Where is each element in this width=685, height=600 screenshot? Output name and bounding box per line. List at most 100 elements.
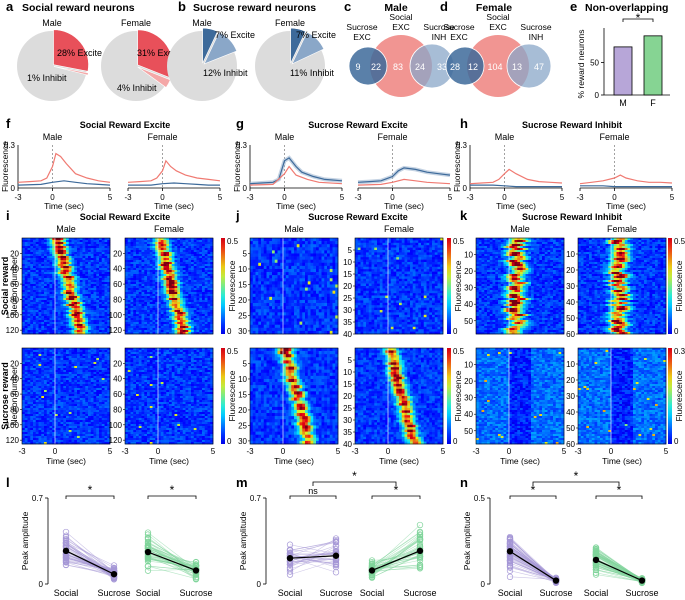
- panel_i-cell: [46, 436, 50, 439]
- panel_i-cell: [174, 320, 178, 323]
- panel_i-cell: [44, 282, 48, 285]
- panel_i-cell: [63, 410, 67, 413]
- panel_i-cell: [163, 284, 167, 287]
- panel_i-cell: [130, 266, 134, 269]
- panel_i-cell: [24, 284, 28, 287]
- panel_i-cell: [77, 312, 81, 315]
- panel_i-cell: [169, 294, 173, 297]
- panel_i-cell: [107, 278, 111, 281]
- panel_i-cell: [82, 238, 86, 241]
- panel_i-cell: [46, 386, 50, 389]
- panel_i-cell: [160, 304, 164, 307]
- panel_i-cell: [188, 268, 192, 271]
- panel_i-cell: [55, 420, 59, 423]
- panel_i-cell: [79, 412, 83, 415]
- panel_i-cell: [22, 260, 26, 263]
- panel_i-cell: [71, 392, 75, 395]
- panel_i-cell: [166, 240, 170, 243]
- panel_i-cell: [125, 348, 129, 351]
- panel_i-cell: [166, 286, 170, 289]
- panel_i-cell: [79, 382, 83, 385]
- panel_i-cell: [188, 278, 192, 281]
- panel_i-cell: [57, 284, 61, 287]
- panel_i-cell: [210, 354, 214, 357]
- panel_i-ytick-label: 20: [10, 249, 19, 258]
- panel_i-cell: [52, 286, 56, 289]
- panel_i-cell: [38, 292, 42, 295]
- panel_i-cell: [52, 362, 56, 365]
- panel_i-cell: [52, 372, 56, 375]
- panel_i-cell: [27, 356, 31, 359]
- panel_i-cell: [99, 240, 103, 243]
- panel_i-cell: [130, 240, 134, 243]
- panel_i-cell: [196, 262, 200, 265]
- panel_i-cell: [41, 258, 45, 261]
- panel_i-cell: [96, 418, 100, 421]
- panel_i-cell: [133, 274, 137, 277]
- e-xtick-label: M: [619, 98, 627, 108]
- panel_i-cell: [88, 360, 92, 363]
- panel_c-count-social_inh: 24: [415, 62, 425, 72]
- panel_i-cell: [127, 354, 131, 357]
- panel_i-cell: [49, 304, 53, 307]
- panel_i-cell: [199, 300, 203, 303]
- panel_i-cell: [35, 290, 39, 293]
- panel_i-cell: [96, 300, 100, 303]
- panel_i-cell: [79, 246, 83, 249]
- panel_i-cell: [74, 274, 78, 277]
- panel_i-cell: [202, 332, 206, 335]
- panel_i-cell: [22, 362, 26, 365]
- panel_i-cell: [152, 266, 156, 269]
- panel_i-cell: [88, 276, 92, 279]
- panel_i-cell: [57, 296, 61, 299]
- panel_i-cell: [99, 248, 103, 251]
- panel_i-cell: [22, 286, 26, 289]
- panel_i-cell: [207, 306, 211, 309]
- panel_i-cell: [24, 302, 28, 305]
- panel_i-cell: [188, 290, 192, 293]
- panel_i-cell: [107, 254, 111, 257]
- panel_i-cell: [38, 378, 42, 381]
- panel_i-cell: [52, 326, 56, 329]
- panel_i-cell: [30, 278, 34, 281]
- panel_i-cell: [63, 416, 67, 419]
- panel_i-cell: [79, 438, 83, 441]
- panel_i-ytick-label: 80: [10, 295, 19, 304]
- panel_i-cell: [141, 326, 145, 329]
- panel_i-cell: [138, 306, 142, 309]
- panel_i-cell: [99, 430, 103, 433]
- panel_i-cell: [133, 352, 137, 355]
- panel_i-cell: [35, 402, 39, 405]
- panel_i-cell: [30, 256, 34, 259]
- panel_i-cell: [93, 358, 97, 361]
- panel_i-cell: [90, 360, 94, 363]
- panel_i-cell: [38, 244, 42, 247]
- panel_i-cell: [104, 242, 108, 245]
- panel_i-cell: [52, 250, 56, 253]
- panel_i-cell: [101, 388, 105, 391]
- panel_i-cell: [169, 286, 173, 289]
- panel_i-cell: [191, 296, 195, 299]
- panel_i-cell: [41, 308, 45, 311]
- panel_i-cell: [71, 250, 75, 253]
- panel_i-cell: [52, 428, 56, 431]
- panel_i-cell: [35, 294, 39, 297]
- panel_i-cell: [63, 322, 67, 325]
- panel_i-cell: [138, 352, 142, 355]
- panel_i-cell: [41, 318, 45, 321]
- panel_i-cell: [163, 350, 167, 353]
- panel_f-xtick-label: -3: [14, 193, 22, 202]
- panel_i-cell: [125, 264, 129, 267]
- panel_i-cell: [82, 428, 86, 431]
- panel_i-cell: [60, 384, 64, 387]
- panel_i-cell: [204, 254, 208, 257]
- panel_i-cell: [85, 256, 89, 259]
- panel_i-cell: [52, 288, 56, 291]
- panel_i-cell: [180, 252, 184, 255]
- panel_i-cell: [133, 332, 137, 335]
- panel_i-cell: [74, 370, 78, 373]
- panel_i-cell: [130, 318, 134, 321]
- panel_i-cell: [193, 262, 197, 265]
- panel_i-cell: [202, 318, 206, 321]
- panel_i-cell: [107, 248, 111, 251]
